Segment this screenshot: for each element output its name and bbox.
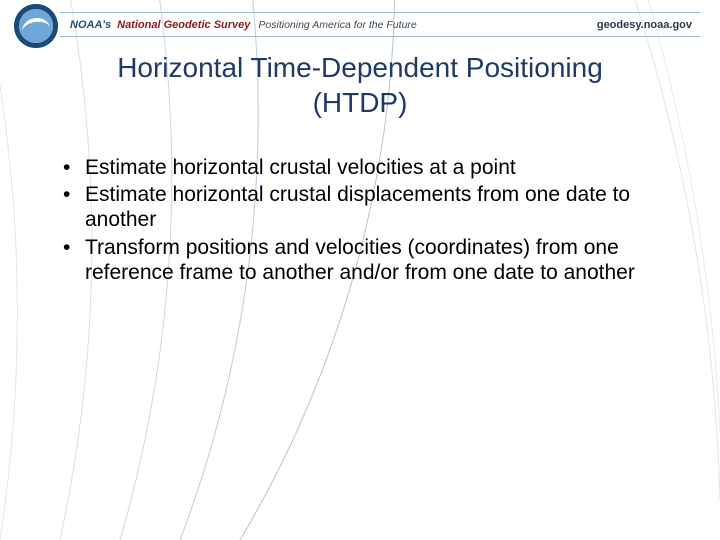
bullet-text: Estimate horizontal crustal velocities a… [85,156,516,179]
title-line-2: (HTDP) [0,85,720,120]
banner-rule-bottom [60,36,700,37]
bullet-text: Transform positions and velocities (coor… [85,236,635,284]
bullet-list: Estimate horizontal crustal velocities a… [55,155,670,287]
bullet-text: Estimate horizontal crustal displacement… [85,183,630,231]
banner-left: NOAA's National Geodetic Survey Position… [70,19,417,31]
ngs-label: National Geodetic Survey [117,19,250,31]
banner-site: geodesy.noaa.gov [597,19,692,31]
slide: NOAA's National Geodetic Survey Position… [0,0,720,540]
list-item: Estimate horizontal crustal displacement… [55,182,670,232]
noaa-label: NOAA's [70,19,111,31]
header-banner: NOAA's National Geodetic Survey Position… [0,14,720,36]
banner-tagline: Positioning America for the Future [258,19,416,31]
slide-title: Horizontal Time-Dependent Positioning (H… [0,50,720,120]
list-item: Transform positions and velocities (coor… [55,235,670,285]
banner-rule-top [60,12,700,13]
list-item: Estimate horizontal crustal velocities a… [55,155,670,180]
title-line-1: Horizontal Time-Dependent Positioning [0,50,720,85]
noaa-logo-icon [14,4,58,48]
